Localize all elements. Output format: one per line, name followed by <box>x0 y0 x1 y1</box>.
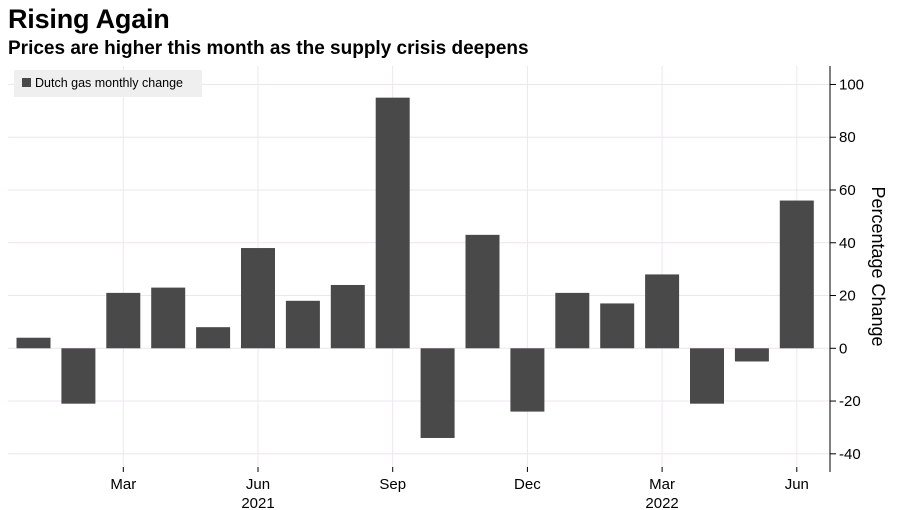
x-tick-label: Sep <box>379 476 406 493</box>
year-label: 2022 <box>645 495 678 510</box>
legend-label: Dutch gas monthly change <box>35 76 183 90</box>
bar <box>555 292 590 349</box>
y-axis: -40 -20 0 20 40 60 80 100 Percentage Change <box>829 66 888 472</box>
legend-swatch <box>22 78 31 87</box>
x-tick-label: Mar <box>110 476 136 493</box>
x-axis: Mar Jun Sep Dec Mar Jun 2021 2022 <box>110 467 809 510</box>
bar <box>106 292 141 349</box>
bars <box>16 97 814 438</box>
x-tick-label: Dec <box>514 476 541 493</box>
bar <box>645 274 680 349</box>
legend: Dutch gas monthly change <box>14 70 202 97</box>
bar <box>465 234 500 349</box>
chart-subtitle: Prices are higher this month as the supp… <box>8 38 529 59</box>
grid <box>8 66 830 467</box>
bar <box>16 337 51 349</box>
bar <box>196 327 231 349</box>
bar <box>285 300 320 349</box>
y-tick-label: 80 <box>839 129 856 146</box>
bar <box>375 97 410 349</box>
y-axis-title: Percentage Change <box>868 186 888 346</box>
y-tick-label: 20 <box>839 288 856 305</box>
y-tick-label: 40 <box>839 235 856 252</box>
year-label: 2021 <box>241 495 274 510</box>
bar <box>330 284 365 349</box>
y-tick-label: 0 <box>839 340 847 357</box>
x-tick-label: Jun <box>785 476 809 493</box>
bar <box>151 287 186 349</box>
bar <box>61 348 96 404</box>
chart-title: Rising Again <box>8 4 170 34</box>
legend-box <box>14 70 202 97</box>
bar <box>510 348 545 412</box>
bar <box>734 348 769 362</box>
x-tick-label: Jun <box>246 476 270 493</box>
bar <box>420 348 455 438</box>
y-tick-label: 60 <box>839 182 856 199</box>
bar <box>690 348 724 404</box>
y-tick-label: -20 <box>839 393 861 410</box>
bar <box>600 303 635 349</box>
bar <box>779 200 814 349</box>
y-tick-label: 100 <box>839 76 864 93</box>
x-tick-label: Mar <box>649 476 675 493</box>
bar <box>241 248 275 349</box>
y-tick-label: -40 <box>839 446 861 463</box>
